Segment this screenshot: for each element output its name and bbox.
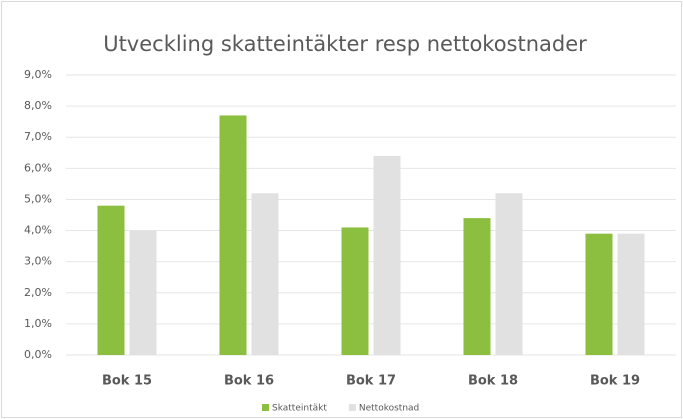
- y-tick-label: 4,0%: [24, 224, 52, 237]
- x-tick-label: Bok 17: [346, 374, 396, 389]
- bar: [129, 230, 157, 355]
- y-tick-label: 2,0%: [24, 286, 52, 299]
- x-tick-label: Bok 18: [468, 374, 518, 389]
- bar: [219, 115, 247, 355]
- legend-swatch: [348, 404, 356, 411]
- legend-label: Skatteintäkt: [272, 404, 327, 414]
- y-tick-label: 6,0%: [24, 161, 52, 174]
- y-tick-label: 3,0%: [24, 255, 52, 268]
- legend-swatch: [262, 404, 269, 411]
- y-tick-label: 1,0%: [24, 317, 52, 330]
- chart-title: Utveckling skatteintäkter resp nettokost…: [103, 32, 587, 56]
- bar: [341, 227, 369, 355]
- y-tick-label: 7,0%: [24, 130, 52, 143]
- bar: [97, 205, 125, 355]
- bar: [585, 233, 613, 355]
- y-tick-label: 5,0%: [24, 192, 52, 205]
- y-tick-label: 9,0%: [24, 68, 52, 81]
- bar: [495, 193, 523, 355]
- legend-label: Nettokostnad: [359, 404, 419, 414]
- x-tick-label: Bok 15: [102, 374, 152, 389]
- bar: [463, 218, 491, 355]
- bar: [251, 193, 279, 355]
- y-tick-label: 0,0%: [24, 348, 52, 361]
- x-tick-label: Bok 19: [590, 374, 640, 389]
- y-tick-label: 8,0%: [24, 99, 52, 112]
- bar: [617, 233, 645, 355]
- bar: [373, 155, 401, 355]
- x-tick-label: Bok 16: [224, 374, 274, 389]
